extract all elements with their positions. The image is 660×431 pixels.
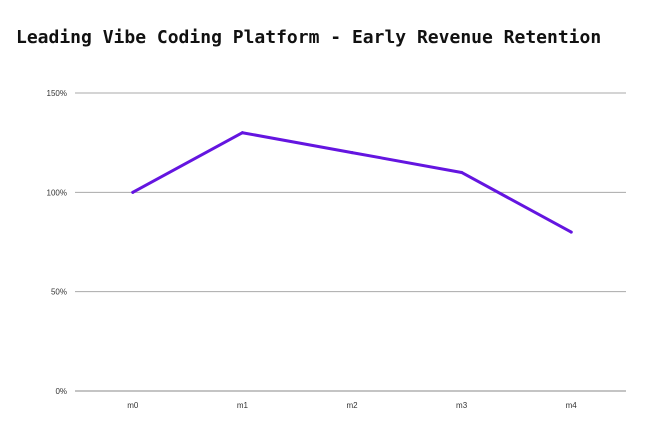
series-line-segment xyxy=(350,151,464,174)
data-point xyxy=(240,131,244,135)
y-tick-label: 100% xyxy=(47,188,67,197)
x-tick-label: m4 xyxy=(566,401,578,410)
data-point xyxy=(350,151,354,155)
x-tick-label: m1 xyxy=(237,401,249,410)
y-tick-label: 0% xyxy=(55,387,67,396)
series-line-segment xyxy=(460,170,573,234)
x-tick-label: m0 xyxy=(127,401,139,410)
y-tick-label: 150% xyxy=(47,89,67,98)
data-point xyxy=(460,170,464,174)
x-tick-label: m2 xyxy=(346,401,358,410)
chart-title: Leading Vibe Coding Platform - Early Rev… xyxy=(16,27,602,48)
x-tick-label: m3 xyxy=(456,401,468,410)
y-tick-label: 50% xyxy=(51,288,67,297)
series-line-segment xyxy=(131,131,244,194)
data-point xyxy=(131,190,135,194)
data-point xyxy=(569,230,573,234)
series-line-segment xyxy=(240,131,354,155)
